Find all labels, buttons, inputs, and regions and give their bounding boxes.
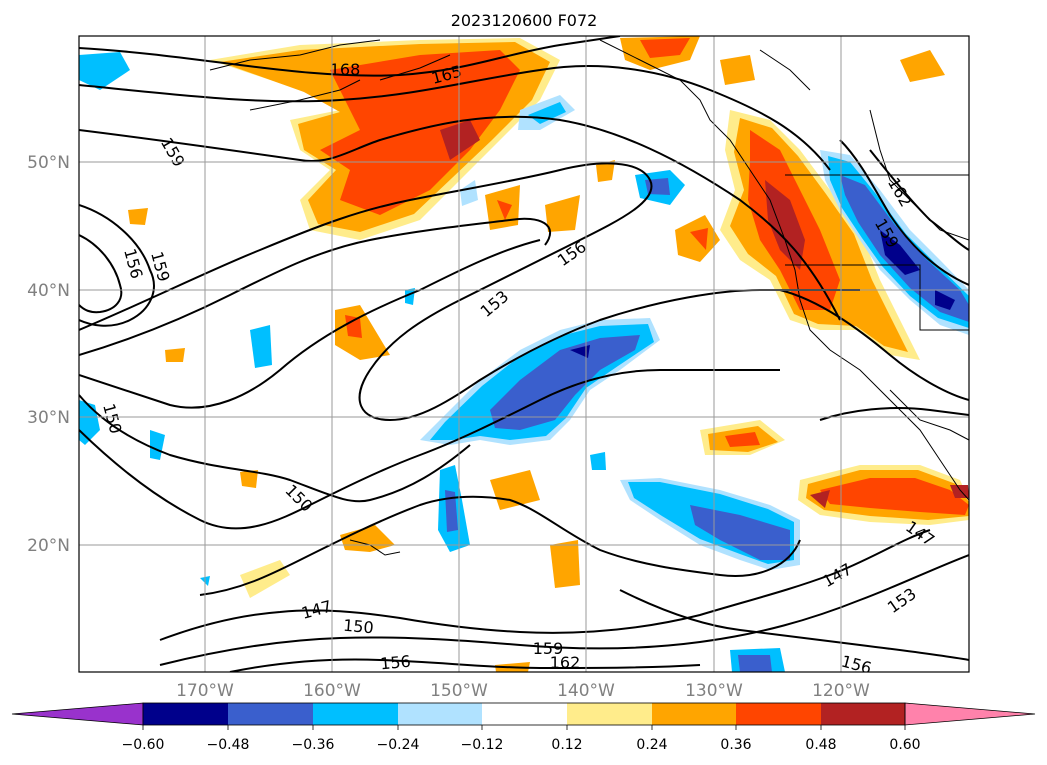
- lat-label: 20°N: [27, 536, 70, 556]
- map-title: 2023120600 F072: [451, 11, 598, 30]
- colorbar-segment: [228, 703, 313, 725]
- colorbar-segment: [143, 703, 228, 725]
- colorbar-ticks: [142, 725, 906, 730]
- lon-label: 140°W: [557, 681, 615, 701]
- colorbar-segment: [736, 703, 821, 725]
- lon-label: 120°W: [812, 681, 870, 701]
- lon-label: 130°W: [685, 681, 743, 701]
- colorbar-tick-label: −0.36: [292, 737, 335, 753]
- map-area: 168 165 159 156 159 156 153 150 150 147 …: [79, 36, 969, 678]
- colorbar-tick-label: 0.60: [889, 737, 920, 753]
- colorbar-tick-label: −0.48: [207, 737, 250, 753]
- lat-label: 30°N: [27, 408, 70, 428]
- colorbar-tick-label: 0.24: [636, 737, 667, 753]
- colorbar-extend-max: [904, 702, 1036, 726]
- colorbar-segment: [482, 703, 567, 725]
- lon-label: 150°W: [430, 681, 488, 701]
- colorbar-tick-label: 0.36: [720, 737, 751, 753]
- lat-label: 50°N: [27, 153, 70, 173]
- longitude-labels: 170°W 160°W 150°W 140°W 130°W 120°W: [176, 681, 870, 701]
- colorbar-extend-min: [11, 702, 144, 726]
- contour-label: 159: [533, 639, 564, 658]
- colorbar-segment: [821, 703, 905, 725]
- contour-label: 156: [839, 652, 873, 678]
- gridlines: [79, 36, 969, 672]
- lat-label: 40°N: [27, 281, 70, 301]
- lon-label: 160°W: [303, 681, 361, 701]
- colorbar-tick-label: 0.48: [805, 737, 836, 753]
- contour-label: 150: [342, 616, 374, 638]
- latitude-labels: 50°N 40°N 30°N 20°N: [27, 153, 70, 556]
- contour-label: 162: [550, 653, 581, 672]
- colorbar-tick-label: −0.12: [461, 737, 504, 753]
- colorbar-segment: [313, 703, 398, 725]
- colorbar-segment: [567, 703, 652, 725]
- colorbar-tick-label: 0.12: [551, 737, 582, 753]
- contour-label: 156: [379, 652, 411, 674]
- colorbar-segment: [398, 703, 482, 725]
- colorbar-segment: [652, 703, 736, 725]
- contour-label: 168: [330, 60, 361, 79]
- lon-label: 170°W: [176, 681, 234, 701]
- colorbar-tick-label: −0.60: [122, 737, 165, 753]
- negative-anomaly-shading: [79, 52, 969, 672]
- colorbar-tick-label: −0.24: [377, 737, 420, 753]
- colorbar-outline: [142, 702, 906, 726]
- height-contours: [79, 36, 969, 672]
- colorbar: −0.60 −0.48 −0.36 −0.24 −0.12 0.12 0.24 …: [11, 702, 1036, 753]
- map-frame: [78, 35, 970, 673]
